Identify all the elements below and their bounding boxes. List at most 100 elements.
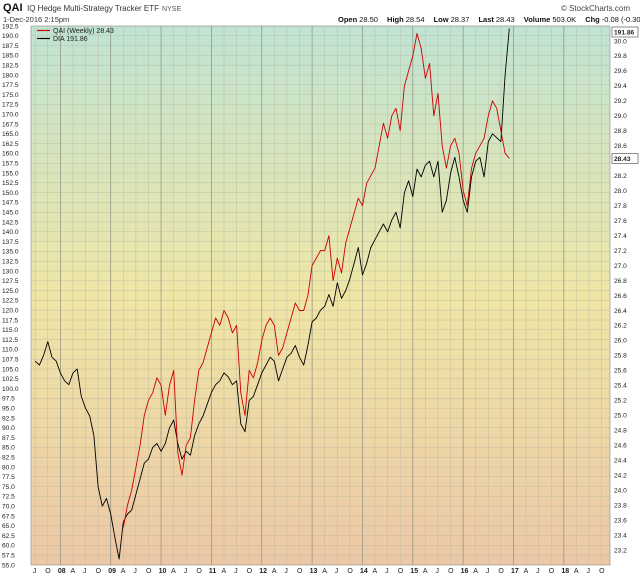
x-tick-label: O <box>96 568 102 575</box>
left-tick-label: 70.0 <box>2 504 15 511</box>
left-tick-label: 177.5 <box>2 82 19 89</box>
x-tick-label: 16 <box>461 568 469 575</box>
right-tick-label: 25.8 <box>614 353 627 360</box>
left-tick-label: 85.0 <box>2 445 15 452</box>
right-tick-label: 27.8 <box>614 203 627 210</box>
x-tick-label: O <box>398 568 404 575</box>
left-tick-label: 80.0 <box>2 464 15 471</box>
low-value: 28.37 <box>450 15 470 24</box>
left-tick-label: 125.0 <box>2 288 19 295</box>
x-tick-label: O <box>45 568 51 575</box>
x-tick-label: A <box>574 568 579 575</box>
x-tick-label: 14 <box>360 568 368 575</box>
x-tick-label: A <box>524 568 529 575</box>
last-label-dia: 191.86 <box>614 30 635 37</box>
x-tick-label: 10 <box>159 568 167 575</box>
stockcharts-brand[interactable]: © StockCharts.com <box>560 4 630 13</box>
x-tick-label: O <box>498 568 504 575</box>
x-tick-label: A <box>70 568 75 575</box>
left-tick-label: 110.0 <box>2 347 18 354</box>
x-tick-label: J <box>83 568 87 575</box>
left-tick-label: 107.5 <box>2 357 19 364</box>
left-tick-label: 120.0 <box>2 308 19 315</box>
right-tick-label: 29.2 <box>614 98 627 105</box>
series-line-qai <box>122 33 510 528</box>
x-tick-label: J <box>486 568 490 575</box>
right-tick-label: 24.2 <box>614 472 627 479</box>
left-tick-label: 145.0 <box>2 210 19 217</box>
right-tick-label: 24.6 <box>614 443 627 450</box>
x-tick-label: A <box>373 568 378 575</box>
left-tick-label: 130.0 <box>2 268 19 275</box>
quote-date: 1-Dec-2016 2:15pm <box>3 15 70 24</box>
x-tick-label: O <box>549 568 555 575</box>
chart-header: QAI IQ Hedge Multi-Strategy Tracker ETF N… <box>0 0 640 26</box>
x-tick-label: A <box>121 568 126 575</box>
x-tick-label: A <box>473 568 478 575</box>
x-tick-label: 12 <box>259 568 267 575</box>
last-label-box-qai <box>611 153 639 164</box>
left-tick-label: 90.0 <box>2 425 15 432</box>
fund-name-text: IQ Hedge Multi-Strategy Tracker ETF <box>27 4 160 13</box>
left-tick-label: 137.5 <box>2 239 19 246</box>
left-tick-label: 142.5 <box>2 219 19 226</box>
left-tick-label: 175.0 <box>2 92 19 99</box>
right-tick-label: 23.8 <box>614 502 627 509</box>
x-axis: J O 08 A J O 09 A J O 10 A J O 11 A J O 12 A J O 13 A J O 14 A J O 15 A… <box>33 568 605 575</box>
x-tick-label: A <box>423 568 428 575</box>
right-tick-label: 24.8 <box>614 428 627 435</box>
left-tick-label: 160.0 <box>2 151 19 158</box>
open-value: 28.50 <box>359 15 378 24</box>
right-tick-label: 30.0 <box>614 38 627 45</box>
x-tick-label: A <box>222 568 227 575</box>
x-tick-label: A <box>171 568 176 575</box>
x-tick-label: J <box>335 568 339 575</box>
left-tick-label: 65.0 <box>2 523 15 530</box>
right-tick-label: 23.2 <box>614 547 627 554</box>
right-tick-label: 29.0 <box>614 113 627 120</box>
legend: QAI (Weekly) 28.43 DIA 191.86 <box>37 28 114 43</box>
left-tick-label: 102.5 <box>2 376 19 383</box>
left-tick-label: 180.0 <box>2 72 19 79</box>
fund-name: IQ Hedge Multi-Strategy Tracker ETF NYSE <box>27 4 181 13</box>
x-tick-label: A <box>322 568 327 575</box>
right-tick-label: 29.8 <box>614 53 627 60</box>
x-tick-label: A <box>272 568 277 575</box>
left-tick-label: 82.5 <box>2 455 15 462</box>
change-label: Chg <box>585 15 600 24</box>
high-label: High <box>387 15 404 24</box>
right-tick-label: 25.6 <box>614 368 627 375</box>
left-tick-label: 150.0 <box>2 190 19 197</box>
grid-lines <box>31 25 610 566</box>
left-tick-label: 115.0 <box>2 327 18 334</box>
left-tick-label: 140.0 <box>2 229 19 236</box>
left-axis: 192.5 190.0 187.5 185.0 182.5 180.0 177.5 175.0… <box>2 23 19 569</box>
x-tick-label: J <box>536 568 540 575</box>
x-tick-label: J <box>435 568 439 575</box>
right-tick-label: 28.8 <box>614 128 627 135</box>
low-label: Low <box>433 15 449 24</box>
quote-summary: Open 28.50 High 28.54 Low 28.37 Last 28.43 V… <box>338 15 640 24</box>
right-tick-label: 29.4 <box>614 83 627 90</box>
left-tick-label: 60.0 <box>2 543 15 550</box>
volume-label: Volume <box>523 15 551 24</box>
left-tick-label: 155.0 <box>2 170 19 177</box>
right-tick-label: 25.2 <box>614 398 627 405</box>
right-tick-label: 24.0 <box>614 487 627 494</box>
x-tick-label: 17 <box>511 568 519 575</box>
exchange-label: NYSE <box>162 6 182 13</box>
left-tick-label: 165.0 <box>2 131 19 138</box>
right-tick-label: 27.2 <box>614 248 627 255</box>
series-line-dia <box>34 28 510 560</box>
right-tick-label: 28.0 <box>614 188 627 195</box>
left-tick-label: 55.0 <box>2 562 15 569</box>
right-tick-label: 25.4 <box>614 383 627 390</box>
right-tick-label: 23.6 <box>614 517 627 524</box>
left-tick-label: 105.0 <box>2 366 19 373</box>
left-tick-label: 87.5 <box>2 435 15 442</box>
left-tick-label: 182.5 <box>2 63 19 70</box>
right-tick-label: 28.6 <box>614 143 627 150</box>
left-tick-label: 57.5 <box>2 553 15 560</box>
x-tick-label: J <box>33 568 37 575</box>
